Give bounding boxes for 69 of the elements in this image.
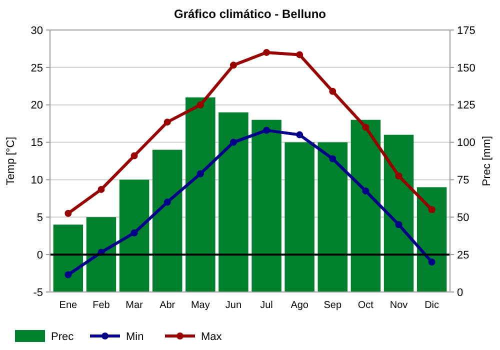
point [164, 198, 171, 206]
point [329, 88, 336, 95]
point [395, 221, 402, 228]
y-tick-label: 5 [36, 212, 43, 224]
point [130, 229, 138, 236]
point [263, 126, 270, 134]
y-tick-label: 10 [30, 174, 43, 187]
legend-label: Prec [51, 330, 74, 343]
y2-tick-label: 75 [457, 174, 470, 187]
x-tick-label: Ago [290, 300, 309, 311]
x-tick-label: Dic [424, 300, 440, 311]
point [263, 48, 270, 56]
bar [152, 150, 182, 292]
y2-axis-title: Prec [mm] [481, 136, 493, 186]
point [428, 206, 436, 214]
x-tick-label: Mar [126, 300, 144, 311]
point [196, 170, 204, 178]
bar [252, 120, 282, 292]
y2-tick-label: 25 [457, 249, 470, 262]
point [362, 124, 370, 131]
y2-tick-label: 175 [457, 24, 476, 37]
point [64, 271, 72, 278]
bar [186, 97, 216, 292]
point [296, 131, 304, 138]
bar [218, 112, 248, 292]
x-tick-label: May [190, 300, 210, 311]
point [329, 155, 336, 162]
y2-tick-label: 125 [457, 100, 476, 112]
y2-tick-label: 0 [457, 286, 464, 299]
y-tick-label: 30 [30, 24, 43, 37]
y-tick-label: 20 [30, 100, 43, 112]
point [196, 101, 204, 108]
chart-title: Gráfico climático - Belluno [174, 7, 326, 21]
bar [53, 224, 84, 292]
legend-label: Min [126, 330, 144, 343]
y2-tick-label: 150 [457, 62, 476, 74]
x-tick-label: Abr [160, 300, 176, 311]
point [64, 210, 72, 217]
x-tick-label: Oct [358, 300, 374, 311]
legend-label: Max [201, 330, 222, 343]
bar [384, 134, 414, 292]
y-axis-title: Temp [°C] [5, 136, 17, 186]
point [164, 118, 171, 126]
bar [318, 142, 348, 292]
x-tick-label: Nov [390, 300, 408, 311]
y-tick-label: -5 [33, 286, 43, 299]
point [428, 258, 436, 266]
point [230, 138, 237, 146]
bar [416, 187, 447, 292]
point [362, 187, 370, 194]
y-tick-label: 0 [36, 249, 43, 262]
bar [86, 217, 116, 292]
x-tick-label: Jun [225, 300, 242, 311]
bar [350, 120, 381, 292]
bar [284, 142, 314, 292]
y2-tick-label: 100 [457, 137, 476, 150]
y2-tick-label: 50 [457, 212, 470, 224]
x-tick-label: Sep [324, 300, 342, 311]
y-tick-label: 15 [30, 137, 43, 150]
x-tick-label: Feb [92, 300, 110, 311]
point [395, 172, 402, 180]
x-tick-label: Jul [260, 300, 273, 311]
point [230, 62, 237, 69]
point [296, 51, 304, 58]
bar [119, 180, 150, 292]
point [130, 152, 138, 160]
x-tick-label: Ene [59, 300, 78, 311]
y-tick-label: 25 [30, 62, 43, 74]
point [98, 186, 105, 193]
